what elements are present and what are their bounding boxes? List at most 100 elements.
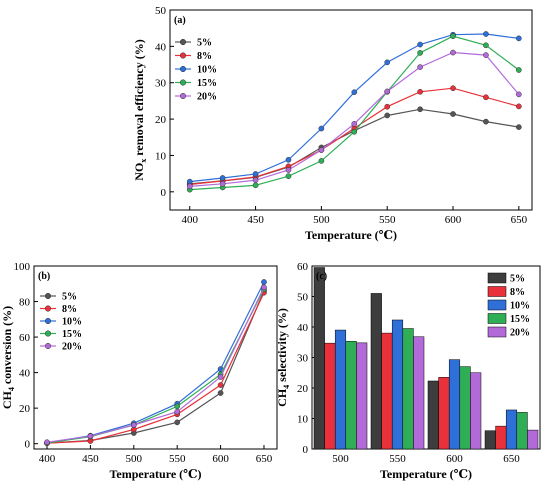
data-point-20% xyxy=(384,88,391,95)
y-tick-label: 40 xyxy=(19,368,31,380)
legend-label: 8% xyxy=(510,287,525,298)
data-point-10% xyxy=(351,89,358,96)
x-tick-label: 550 xyxy=(379,214,396,226)
legend-label: 20% xyxy=(62,342,82,353)
data-point-8% xyxy=(217,382,224,388)
legend-label: 20% xyxy=(510,328,530,339)
bar-15% xyxy=(345,341,357,450)
legend-swatch xyxy=(487,326,507,338)
series-line-8% xyxy=(189,87,519,186)
data-point-5% xyxy=(384,112,391,119)
bar-8% xyxy=(324,342,336,450)
y-tick-label: 60 xyxy=(19,332,31,344)
data-point-8% xyxy=(417,88,423,95)
x-tick-label: 500 xyxy=(313,214,330,226)
data-point-15% xyxy=(351,128,358,135)
panel-a-no-removal-chart: 400 450 500 550 600 650 0 10 20 30 40 50 (a) 5% 8% 10% 1… xyxy=(132,5,533,242)
legend-marker xyxy=(179,79,187,86)
panel-b-ch4-conversion-chart: 400 450 500 550 600 650 0 20 40 60 80 100 (b) 5%8% 10%… xyxy=(0,261,278,481)
data-point-10% xyxy=(483,31,489,37)
y-tick-label: 50 xyxy=(155,5,167,17)
data-point-10% xyxy=(318,125,325,132)
data-point-20% xyxy=(130,422,137,428)
legend-label: 20% xyxy=(197,92,217,103)
data-point-20% xyxy=(217,374,224,380)
y-axis-label: NOx removal efficiency (%) xyxy=(132,39,148,180)
bar-15% xyxy=(402,328,414,450)
y-tick-label: 20 xyxy=(155,114,167,126)
legend-marker xyxy=(44,342,52,350)
x-tick-label: 650 xyxy=(511,214,528,226)
y-tick-label: 20 xyxy=(297,383,309,395)
plot-frame xyxy=(169,9,533,211)
data-point-8% xyxy=(483,94,489,101)
bar-5% xyxy=(313,267,325,450)
legend-marker xyxy=(44,317,52,325)
plot-frame xyxy=(33,265,278,450)
y-tick-label: 0 xyxy=(161,187,167,199)
data-point-15% xyxy=(174,403,181,410)
data-point-15% xyxy=(450,33,456,40)
y-tick-label: 0 xyxy=(303,444,309,456)
bar-10% xyxy=(391,319,404,450)
bar-20% xyxy=(356,342,368,450)
legend-label: 10% xyxy=(62,317,82,328)
data-point-20% xyxy=(219,180,226,187)
y-tick-label: 10 xyxy=(155,150,167,162)
data-point-10% xyxy=(384,59,391,66)
x-tick-label: 400 xyxy=(39,453,56,465)
x-tick-label: 600 xyxy=(445,214,462,226)
bar-20% xyxy=(413,336,425,450)
legend: 5%8%10%15%20% xyxy=(40,292,82,353)
data-point-20% xyxy=(174,408,181,415)
data-point-10% xyxy=(219,175,226,181)
legend-label: 10% xyxy=(510,301,530,312)
data-point-20% xyxy=(285,167,292,173)
bar-5% xyxy=(427,380,439,450)
legend-label: 15% xyxy=(197,78,217,89)
data-point-5% xyxy=(174,419,181,426)
x-tick-label: 600 xyxy=(212,453,229,465)
y-tick-label: 0 xyxy=(25,439,31,451)
data-point-20% xyxy=(417,64,423,70)
data-point-8% xyxy=(515,103,522,110)
data-point-8% xyxy=(450,85,456,92)
y-tick-label: 20 xyxy=(19,403,31,415)
data-point-20% xyxy=(87,433,94,440)
x-tick-label: 450 xyxy=(82,453,99,465)
data-point-20% xyxy=(483,52,489,58)
data-point-15% xyxy=(417,50,423,56)
data-point-20% xyxy=(351,120,358,127)
y-tick-label: 50 xyxy=(297,292,309,304)
legend-marker xyxy=(44,292,52,300)
y-tick-label: 40 xyxy=(297,322,309,334)
legend: 5%8%10%15%20% xyxy=(487,272,530,339)
data-point-5% xyxy=(417,106,423,113)
y-tick-label: 30 xyxy=(155,78,167,90)
bar-10% xyxy=(505,409,518,450)
data-point-15% xyxy=(252,182,259,189)
legend-label: 8% xyxy=(62,304,77,315)
x-axis-label: Temperature (℃) xyxy=(380,467,472,481)
data-point-5% xyxy=(483,118,489,125)
y-tick-label: 80 xyxy=(19,297,31,309)
x-tick-label: 650 xyxy=(256,453,273,465)
legend-marker xyxy=(179,52,187,59)
legend-marker xyxy=(179,92,187,100)
bar-10% xyxy=(334,329,347,450)
x-tick-label: 400 xyxy=(181,214,198,226)
y-tick-label: 10 xyxy=(297,414,309,426)
data-point-5% xyxy=(217,390,224,396)
legend-marker xyxy=(44,305,52,312)
data-point-10% xyxy=(515,35,522,42)
panel-label: (b) xyxy=(38,271,50,282)
legend-label: 5% xyxy=(197,38,212,49)
series-line-5% xyxy=(189,108,519,185)
bar-10% xyxy=(448,359,461,450)
data-point-20% xyxy=(515,91,522,98)
legend-marker xyxy=(44,330,52,337)
bar-15% xyxy=(459,366,471,450)
bar-15% xyxy=(516,412,528,450)
legend-label: 5% xyxy=(510,274,525,285)
x-tick-label: 450 xyxy=(247,214,264,226)
